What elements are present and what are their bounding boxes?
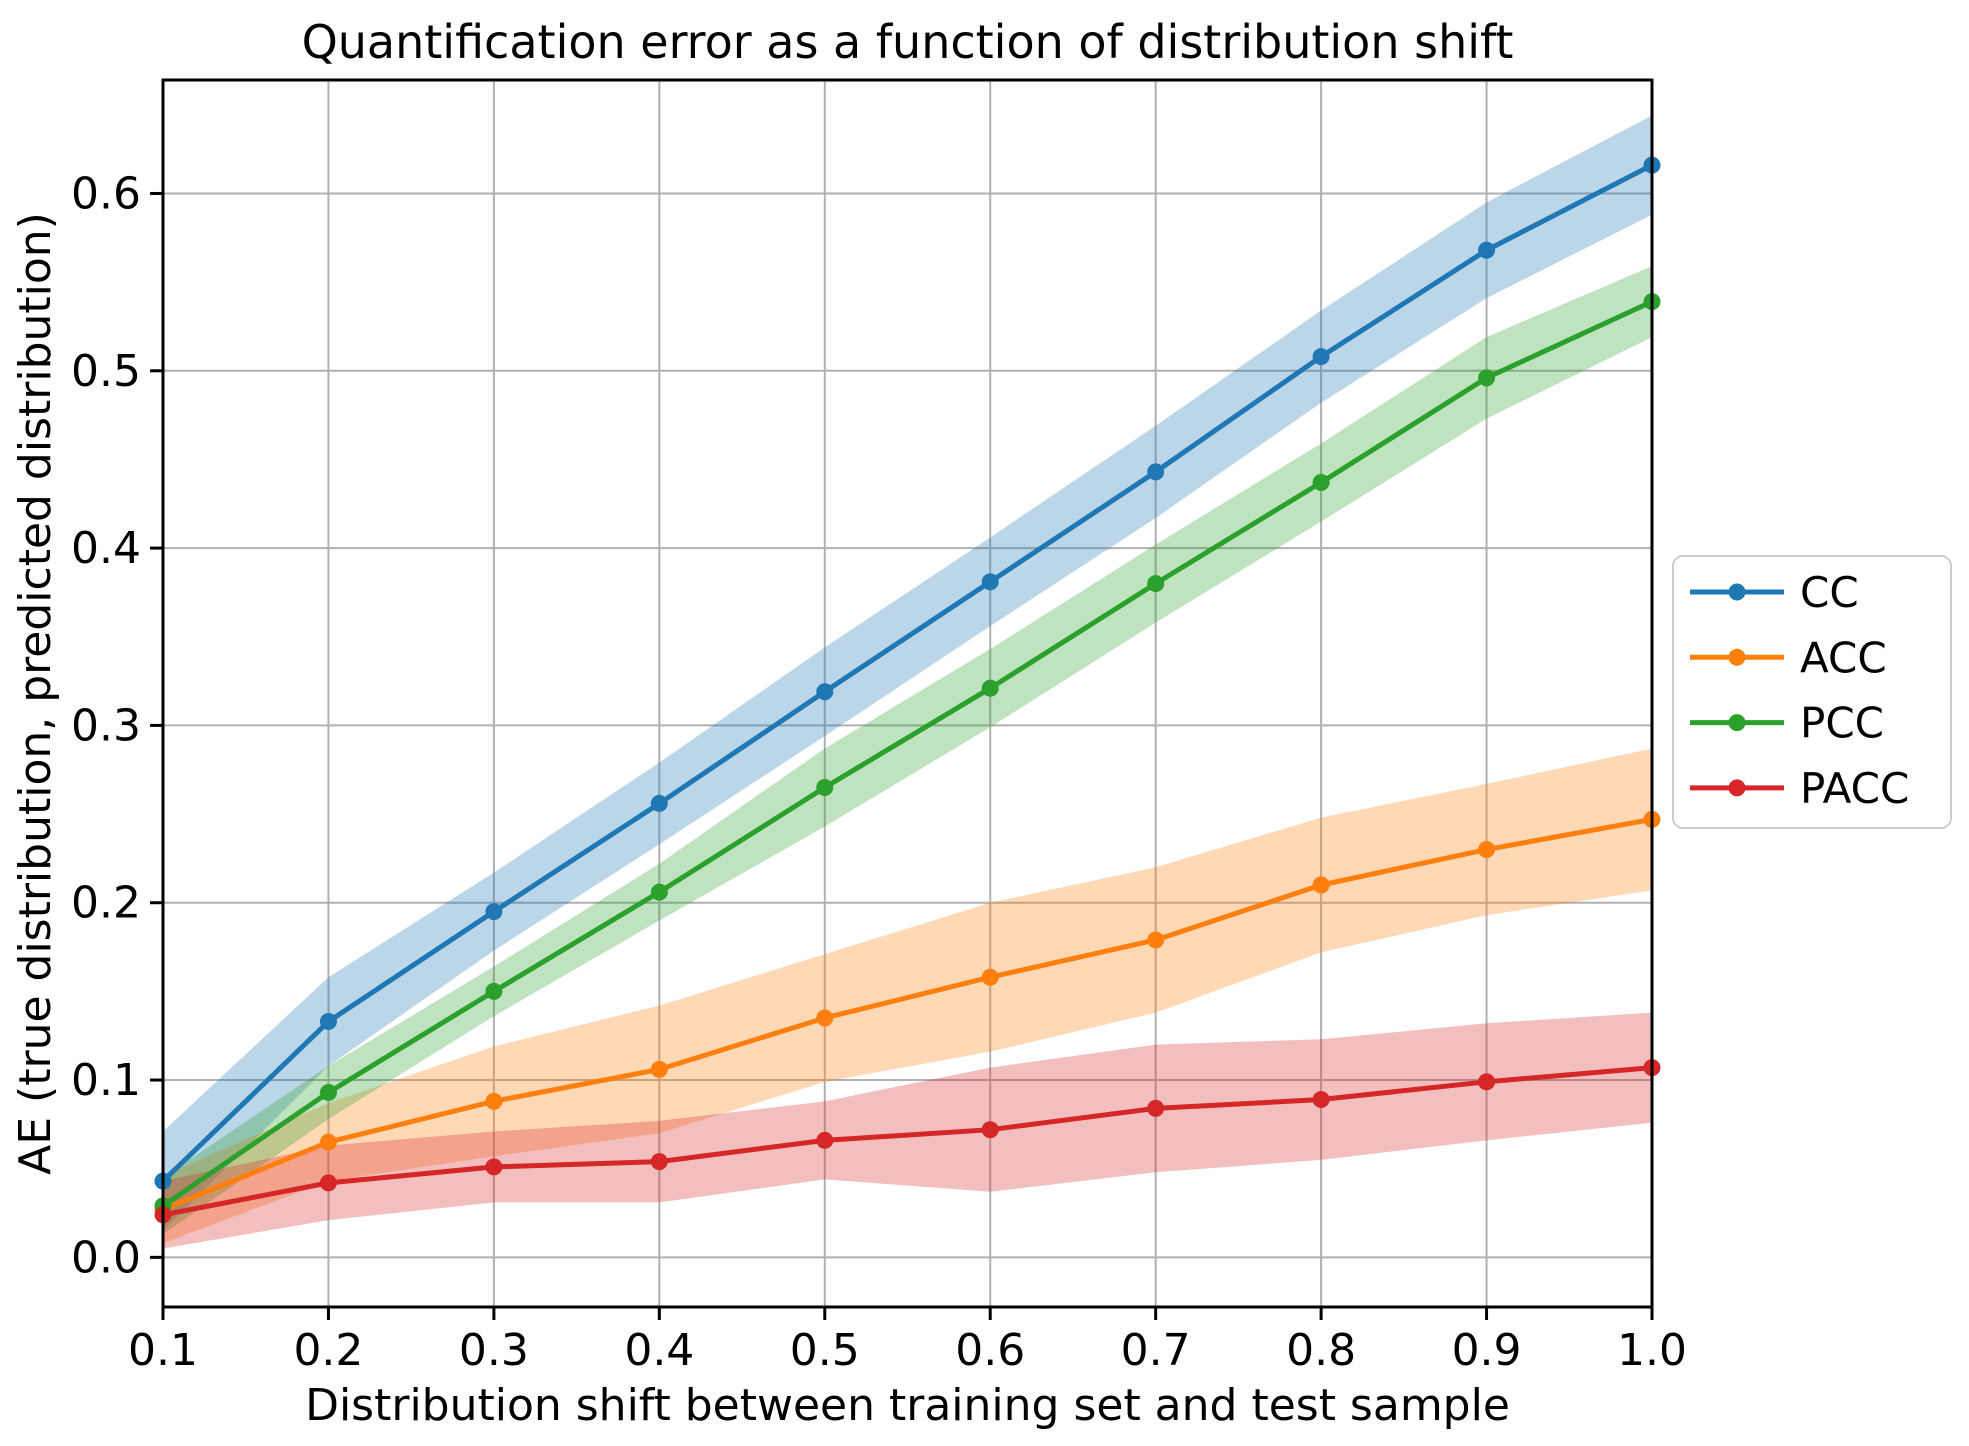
x-axis-label: Distribution shift between training set … (305, 1380, 1510, 1431)
line-pcc (161, 299, 1654, 1208)
band-cc (163, 115, 1652, 1231)
data-point (319, 1133, 337, 1151)
legend-item-pcc (1690, 714, 1784, 732)
y-tick-label: 0.1 (71, 1055, 141, 1106)
data-point (485, 982, 503, 1000)
legend-marker (1728, 648, 1746, 666)
x-tick-label: 0.3 (459, 1325, 529, 1376)
data-point (1312, 876, 1330, 894)
legend-marker (1728, 779, 1746, 797)
y-tick-label: 0.5 (71, 346, 141, 397)
data-point (1147, 463, 1165, 481)
data-point (319, 1013, 337, 1031)
data-point (981, 573, 999, 591)
data-point (1478, 1073, 1496, 1091)
legend (1672, 555, 1952, 829)
data-point (816, 683, 834, 701)
data-point (816, 778, 834, 796)
y-tick-label: 0.6 (71, 168, 141, 219)
series-pacc (154, 1059, 1661, 1224)
band-pacc (163, 1012, 1652, 1249)
x-tick-label: 0.9 (1452, 1325, 1522, 1376)
data-point (650, 1153, 668, 1171)
data-point (1312, 348, 1330, 366)
data-point (1478, 241, 1496, 259)
y-tick-label: 0.3 (71, 700, 141, 751)
line-pacc (162, 1065, 1653, 1218)
data-point (981, 679, 999, 697)
data-point (650, 883, 668, 901)
x-tick-label: 0.8 (1286, 1325, 1356, 1376)
data-point (816, 1009, 834, 1027)
data-point (319, 1174, 337, 1192)
legend-box (1672, 555, 1952, 829)
legend-label: ACC (1800, 633, 1887, 682)
data-point (1478, 369, 1496, 387)
series-acc (154, 810, 1661, 1218)
data-point (485, 903, 503, 921)
line-acc (162, 816, 1653, 1212)
legend-item-pacc (1690, 779, 1784, 797)
tick-marks (150, 191, 1654, 1320)
data-point (1147, 1099, 1165, 1117)
legend-item-cc (1690, 583, 1784, 601)
data-point (981, 1121, 999, 1139)
x-tick-label: 0.2 (293, 1325, 363, 1376)
confidence-bands (163, 115, 1652, 1249)
data-point (816, 1131, 834, 1149)
data-point (1478, 841, 1496, 859)
series-cc (154, 156, 1661, 1190)
data-point (485, 1158, 503, 1176)
x-tick-label: 0.4 (624, 1325, 694, 1376)
y-tick-label: 0.4 (71, 523, 141, 574)
legend-label: CC (1800, 568, 1859, 617)
legend-label: PACC (1800, 764, 1909, 813)
data-point (1147, 575, 1165, 593)
legend-marker (1728, 583, 1746, 601)
chart-title: Quantification error as a function of di… (302, 15, 1514, 69)
legend-item-acc (1690, 648, 1784, 666)
legend-label: PCC (1800, 699, 1884, 748)
data-point (319, 1083, 337, 1101)
data-point (1147, 931, 1165, 949)
data-point (485, 1092, 503, 1110)
data-point (650, 1060, 668, 1078)
legend-marker (1728, 714, 1746, 732)
x-tick-label: 0.5 (790, 1325, 860, 1376)
x-tick-label: 1.0 (1617, 1325, 1687, 1376)
data-point (1312, 1091, 1330, 1109)
data-point (981, 968, 999, 986)
data-point (650, 794, 668, 812)
line-cc (161, 162, 1654, 1183)
y-axis-label: AE (true distribution, predicted distrib… (10, 212, 61, 1175)
x-tick-label: 0.6 (955, 1325, 1025, 1376)
x-tick-label: 0.1 (128, 1325, 198, 1376)
y-tick-label: 0.2 (71, 878, 141, 929)
x-tick-label: 0.7 (1121, 1325, 1191, 1376)
data-point (1312, 473, 1330, 491)
axes-spines (161, 78, 1654, 1309)
y-tick-label: 0.0 (71, 1232, 141, 1283)
